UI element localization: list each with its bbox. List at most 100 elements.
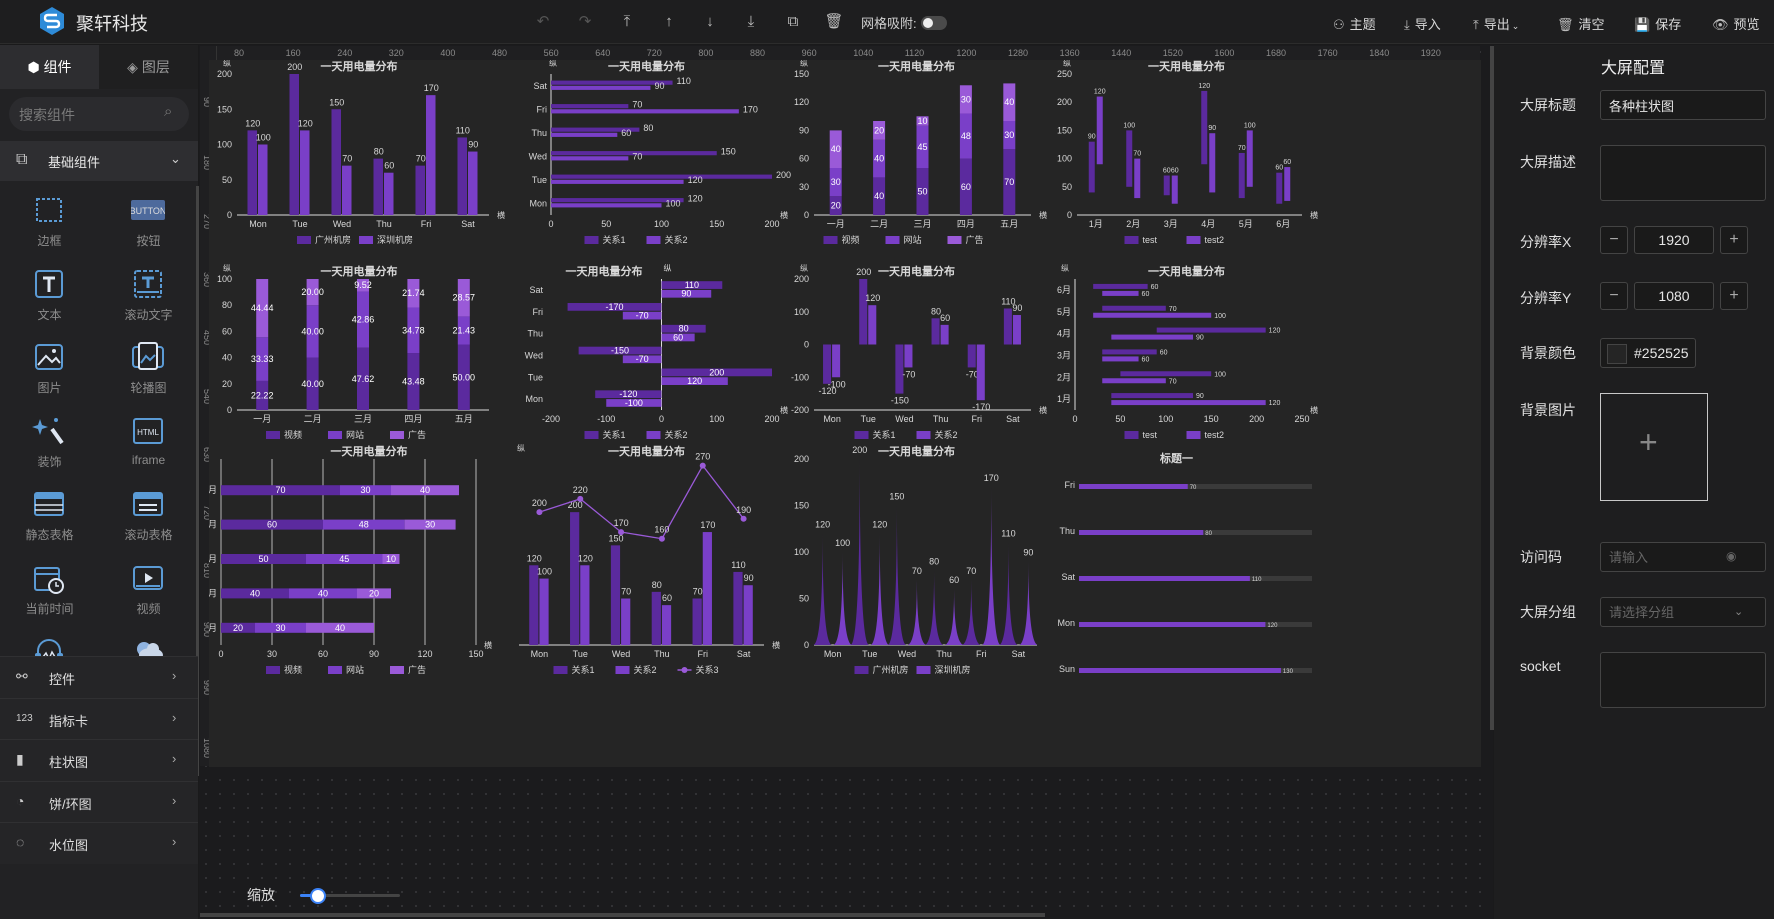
export-button[interactable]: ⤒ 导出 ⌄ bbox=[1473, 17, 1520, 32]
label-resx: 分辨率X bbox=[1520, 234, 1572, 250]
legend-swatch bbox=[681, 667, 688, 673]
group-select[interactable] bbox=[1600, 597, 1766, 627]
access-code-input[interactable] bbox=[1600, 542, 1766, 572]
resolution-x-stepper: − + bbox=[1600, 225, 1750, 257]
line-point bbox=[658, 535, 665, 542]
data-label: 150 bbox=[721, 146, 736, 156]
ruler-left-tick: 540 bbox=[202, 388, 212, 404]
minus-icon[interactable]: − bbox=[1600, 282, 1628, 310]
category-label: Mon bbox=[1057, 618, 1075, 628]
component-iframe[interactable]: HTML iframe bbox=[99, 407, 198, 480]
category-bar-charts[interactable]: ▮ 柱状图 › bbox=[0, 739, 198, 781]
screen-title-input[interactable] bbox=[1600, 90, 1766, 120]
resolution-x-input[interactable] bbox=[1634, 226, 1714, 254]
redo-icon[interactable]: ↷ bbox=[578, 13, 592, 30]
component-video[interactable]: 视频 bbox=[99, 554, 198, 627]
plus-icon[interactable]: + bbox=[1720, 282, 1748, 310]
ruler-left-tick: 180 bbox=[202, 155, 212, 171]
category-water-level[interactable]: ◌ 水位图 › bbox=[0, 822, 198, 864]
theme-button[interactable]: ⚇ 主题 bbox=[1333, 17, 1376, 32]
component-scroll-table[interactable]: 滚动表格 bbox=[99, 480, 198, 553]
component-static-table[interactable]: 静态表格 bbox=[0, 480, 99, 553]
search-input[interactable] bbox=[17, 104, 161, 126]
component-text[interactable]: 文本 bbox=[0, 260, 99, 333]
move-top-icon[interactable]: ⤒ bbox=[623, 13, 631, 30]
ruler-top-tick: 240 bbox=[337, 48, 353, 58]
move-down-icon[interactable]: ↓ bbox=[706, 13, 714, 30]
bar bbox=[580, 565, 590, 645]
minus-icon[interactable]: − bbox=[1600, 226, 1628, 254]
component-button[interactable]: BUTTON 按钮 bbox=[99, 186, 198, 259]
bg-image-upload[interactable]: + bbox=[1600, 393, 1708, 501]
move-up-icon[interactable]: ↑ bbox=[665, 13, 673, 30]
category-pie-charts[interactable]: ◔ 饼/环图 › bbox=[0, 780, 198, 823]
clear-button[interactable]: 🗑 清空 bbox=[1557, 17, 1605, 32]
y-tick-label: 0 bbox=[1067, 210, 1072, 220]
eye-off-icon[interactable]: ◉ bbox=[1726, 549, 1737, 563]
socket-input[interactable] bbox=[1600, 652, 1766, 708]
bar bbox=[221, 588, 289, 599]
cube-icon: ⬢ bbox=[27, 59, 40, 75]
component-border[interactable]: 边框 bbox=[0, 186, 99, 259]
component-image[interactable]: 图片 bbox=[0, 333, 99, 406]
y-tick-label: 0 bbox=[804, 340, 809, 350]
zoom-slider[interactable] bbox=[300, 888, 400, 904]
bg-color-picker[interactable]: #252525 bbox=[1600, 338, 1696, 368]
legend-label: test bbox=[1143, 430, 1158, 440]
data-label: 60 bbox=[1163, 168, 1171, 175]
category-controls[interactable]: ⚯ 控件 › bbox=[0, 656, 198, 698]
delete-icon[interactable]: 🗑 bbox=[824, 13, 844, 30]
zoom-handle[interactable] bbox=[310, 888, 326, 904]
controls-icon: ⚯ bbox=[16, 668, 28, 684]
tab-layers[interactable]: ◈ 图层 bbox=[99, 45, 198, 89]
move-bottom-icon[interactable]: ⤓ bbox=[747, 13, 755, 30]
left-scrollbar[interactable] bbox=[196, 186, 199, 776]
import-button[interactable]: ⤓ 导入 bbox=[1404, 17, 1441, 32]
kpi-cards-icon: 123 bbox=[16, 712, 33, 724]
data-label: 90 bbox=[1208, 125, 1216, 132]
ruler-left-tick: 270 bbox=[202, 213, 212, 229]
canvas-vertical-scrollbar[interactable] bbox=[1490, 46, 1494, 730]
legend-label: 关系2 bbox=[665, 234, 688, 245]
data-label: 45 bbox=[917, 142, 927, 152]
plus-icon[interactable]: + bbox=[1720, 226, 1748, 254]
search-icon[interactable]: ⌕ bbox=[164, 103, 173, 120]
legend-label: 广告 bbox=[408, 664, 426, 675]
bar bbox=[567, 303, 662, 311]
legend-label: 关系1 bbox=[572, 664, 595, 675]
preview-button[interactable]: 👁 预览 bbox=[1712, 17, 1760, 32]
component-clock[interactable]: 当前时间 bbox=[0, 554, 99, 627]
save-button[interactable]: 💾 保存 bbox=[1634, 17, 1682, 32]
resolution-y-input[interactable] bbox=[1634, 282, 1714, 310]
data-label: -100 bbox=[828, 379, 846, 389]
screen-desc-input[interactable] bbox=[1600, 145, 1766, 201]
data-label: 40 bbox=[318, 588, 328, 598]
bar bbox=[904, 344, 913, 368]
bar bbox=[551, 179, 684, 184]
charts-svg: 一天用电量分布纵横050100150200Mon120100Tue200120W… bbox=[199, 59, 1318, 675]
chart-title: 一天用电量分布 bbox=[331, 444, 408, 458]
data-label: 120 bbox=[865, 293, 880, 303]
canvas-horizontal-scrollbar[interactable] bbox=[200, 913, 1045, 917]
data-label: 70 bbox=[416, 154, 426, 164]
copy-icon[interactable]: ⧉ bbox=[787, 13, 799, 30]
undo-icon[interactable]: ↶ bbox=[536, 13, 550, 30]
legend-swatch bbox=[947, 236, 962, 244]
data-label: 110 bbox=[1001, 529, 1015, 539]
bar bbox=[221, 622, 255, 633]
component-decoration[interactable]: 装饰 bbox=[0, 407, 99, 480]
zoom-fill bbox=[300, 894, 318, 897]
data-label: 43.48 bbox=[402, 377, 425, 387]
bar bbox=[610, 545, 621, 645]
static-table-icon bbox=[32, 488, 66, 520]
component-carousel[interactable]: 轮播图 bbox=[99, 333, 198, 406]
x-tick-label: 4月 bbox=[1201, 219, 1215, 229]
grid-snap-toggle[interactable] bbox=[921, 16, 947, 30]
data-label: 50.00 bbox=[453, 372, 476, 382]
x-tick-label: 120 bbox=[417, 649, 432, 659]
tab-components[interactable]: ⬢ 组件 bbox=[0, 45, 99, 89]
category-kpi-cards[interactable]: 123 指标卡 › bbox=[0, 697, 198, 740]
basic-components-header[interactable]: ⧉ 基础组件 ⌄ bbox=[0, 141, 198, 181]
bar bbox=[940, 324, 949, 345]
component-marquee[interactable]: 滚动文字 bbox=[99, 260, 198, 333]
